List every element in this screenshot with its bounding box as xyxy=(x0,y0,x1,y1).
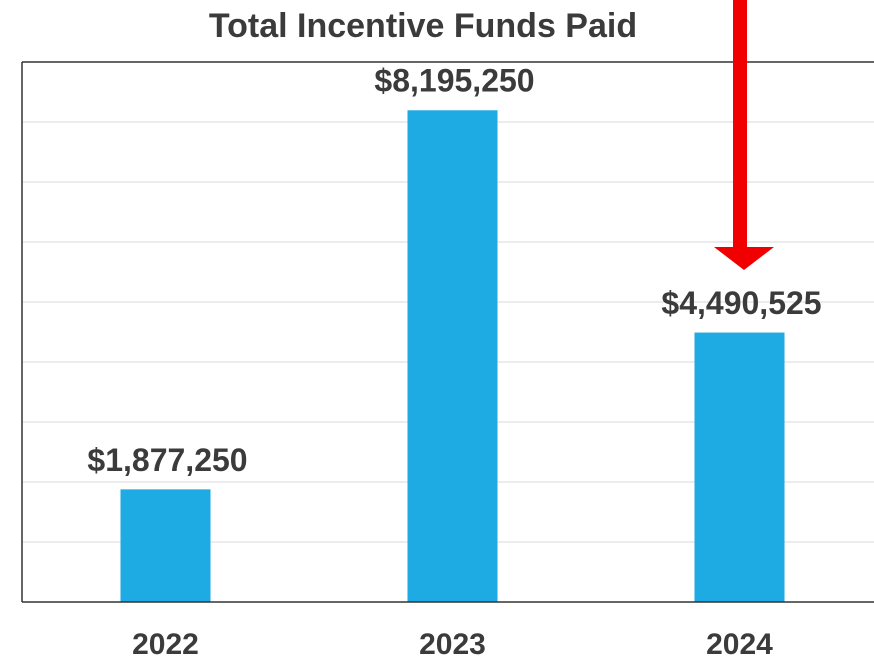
x-tick-label: 2023 xyxy=(419,628,486,660)
chart-title: Total Incentive Funds Paid xyxy=(209,7,637,45)
data-label: $1,877,250 xyxy=(87,442,247,478)
bar xyxy=(694,332,785,602)
arrow-shaft xyxy=(733,0,747,250)
data-label: $8,195,250 xyxy=(374,63,534,99)
x-tick-label: 2022 xyxy=(132,628,199,660)
bar xyxy=(120,489,211,602)
arrow-head xyxy=(714,247,774,270)
data-label: $4,490,525 xyxy=(661,285,821,321)
annotation-arrow xyxy=(714,0,774,270)
x-tick-label: 2024 xyxy=(706,628,773,660)
bar xyxy=(407,110,498,602)
